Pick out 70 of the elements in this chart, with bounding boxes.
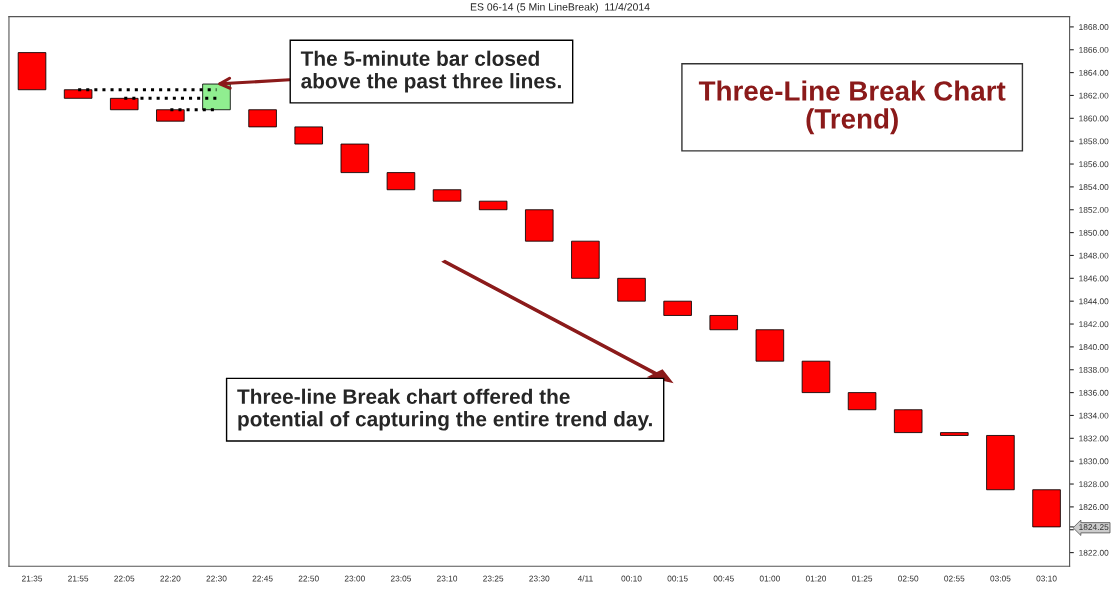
y-tick-label: 1836.00 xyxy=(1079,389,1109,396)
candlestick xyxy=(617,277,646,302)
y-tick-label: 1860.00 xyxy=(1079,115,1109,122)
y-tick-label: 1824.25 xyxy=(1079,524,1109,530)
x-tick-label: 01:20 xyxy=(805,575,827,582)
candlestick xyxy=(1032,489,1061,528)
y-tick-label: 1868.00 xyxy=(1079,24,1109,30)
candlestick xyxy=(294,126,323,145)
x-tick-label: 23:25 xyxy=(483,575,504,582)
x-tick-label: 23:00 xyxy=(344,575,365,582)
candlestick xyxy=(17,52,47,91)
candlestick xyxy=(940,432,969,436)
candlestick xyxy=(340,143,370,174)
y-tick-label: 1834.00 xyxy=(1079,412,1109,419)
x-tick-label: 22:20 xyxy=(160,575,181,582)
y-tick-label: 1856.00 xyxy=(1079,161,1109,168)
candlestick xyxy=(801,360,831,394)
x-tick-label: 23:30 xyxy=(529,575,550,582)
y-tick-label: 1830.00 xyxy=(1079,458,1109,465)
annotation: The 5-minute bar closed above the past three lines. xyxy=(300,50,561,93)
y-tick-label: 1828.00 xyxy=(1079,481,1109,488)
x-tick-label: 02:55 xyxy=(944,575,965,582)
candlestick xyxy=(663,300,692,316)
y-tick-label: 1864.00 xyxy=(1079,69,1109,76)
text: Three-Line Break Chart (Trend) xyxy=(698,80,1006,135)
y-tick-label: 1832.00 xyxy=(1079,435,1109,442)
annotation: Three-line Break chart offered the potential of capturing the entire trend day. xyxy=(237,388,652,431)
candlestick xyxy=(525,209,554,242)
candlestick xyxy=(755,329,785,362)
x-tick-label: 21:55 xyxy=(68,575,89,582)
chart-title: ES 06-14 (5 Min LineBreak) 11/4/2014 xyxy=(470,2,650,13)
x-tick-label: 00:10 xyxy=(621,575,642,582)
x-tick-label: 23:05 xyxy=(390,575,412,582)
x-tick-label: 00:45 xyxy=(713,575,734,582)
x-tick-label: 22:30 xyxy=(206,575,227,582)
y-tick-label: 1858.00 xyxy=(1079,138,1109,145)
y-tick-label: 1850.00 xyxy=(1079,229,1109,236)
candlestick xyxy=(893,409,923,434)
y-tick-label: 1826.00 xyxy=(1079,504,1109,510)
candlestick xyxy=(478,200,508,211)
x-tick-label: 00:15 xyxy=(667,575,688,582)
candlestick xyxy=(248,109,277,128)
x-tick-label: 02:50 xyxy=(898,575,919,582)
y-tick-label: 1822.00 xyxy=(1079,549,1109,556)
y-tick-label: 1848.00 xyxy=(1079,252,1109,259)
candlestick xyxy=(432,189,462,202)
x-tick-label: 22:05 xyxy=(114,575,135,582)
y-tick-label: 1840.00 xyxy=(1079,344,1109,350)
candlestick xyxy=(847,392,877,411)
x-tick-label: 03:10 xyxy=(1036,575,1057,582)
y-tick-label: 1852.00 xyxy=(1079,206,1109,213)
x-tick-label: 22:50 xyxy=(298,575,319,582)
y-tick-label: 1842.00 xyxy=(1079,321,1109,328)
y-tick-label: 1838.00 xyxy=(1079,366,1109,373)
candlestick xyxy=(709,315,738,331)
candlestick xyxy=(986,435,1015,491)
candlestick xyxy=(386,172,416,191)
x-tick-label: 4/11 xyxy=(577,575,593,582)
y-tick-label: 1844.00 xyxy=(1079,298,1109,305)
y-tick-label: 1854.00 xyxy=(1079,184,1109,190)
x-tick-label: 01:00 xyxy=(759,575,780,582)
y-tick-label: 1862.00 xyxy=(1079,92,1109,99)
x-tick-label: 01:25 xyxy=(851,575,873,582)
x-tick-label: 21:35 xyxy=(22,575,43,582)
x-tick-label: 22:45 xyxy=(252,575,273,582)
y-tick-label: 1866.00 xyxy=(1079,46,1109,53)
candlestick xyxy=(571,240,600,279)
y-tick-label: 1846.00 xyxy=(1079,275,1109,282)
x-tick-label: 23:10 xyxy=(437,575,458,582)
x-tick-label: 03:05 xyxy=(990,575,1011,582)
